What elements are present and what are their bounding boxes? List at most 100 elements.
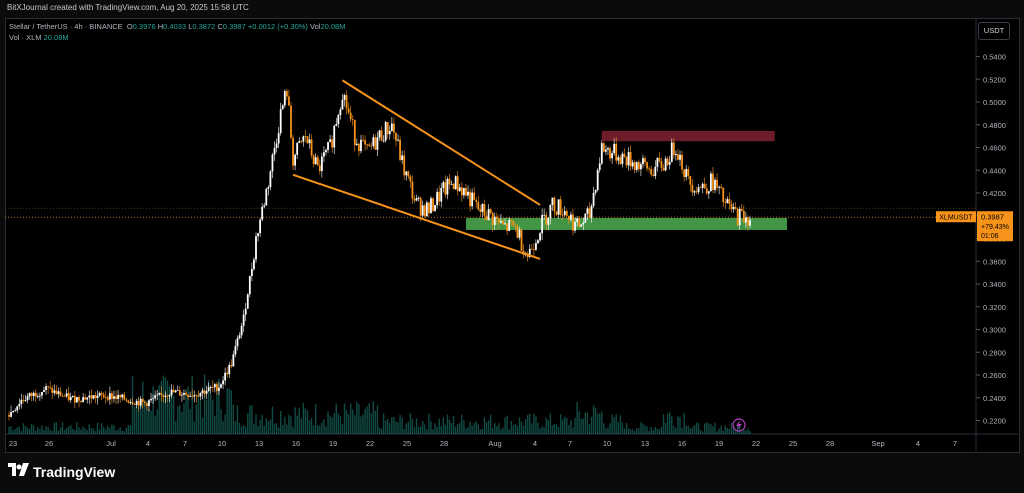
candle-body [288, 96, 290, 106]
volume-bar [356, 401, 358, 434]
volume-bar [226, 388, 228, 434]
candle-body [76, 397, 78, 403]
candle-body [640, 164, 642, 170]
volume-bar [88, 424, 90, 434]
candle-body [469, 191, 471, 207]
volume-bar [366, 406, 368, 434]
candle-body [584, 213, 587, 223]
candle-body [222, 380, 224, 385]
candle-body [146, 403, 148, 407]
volume-bar [109, 427, 111, 434]
volume-bar [290, 416, 292, 434]
candle-body [137, 400, 140, 406]
volume-bar [57, 430, 60, 434]
candle-body [425, 202, 428, 217]
volume-bar [461, 414, 463, 434]
volume-bar [389, 423, 391, 434]
volume-bar [405, 423, 407, 434]
candle-body [61, 395, 64, 397]
volume-bar [625, 423, 628, 434]
symbol-tag-bg [936, 211, 976, 223]
candle-body [347, 108, 350, 113]
candle-body [609, 148, 611, 159]
candle-body [722, 187, 725, 203]
candle-body [277, 133, 280, 144]
volume-bar [84, 428, 86, 434]
volume-bar [333, 413, 335, 434]
volume-bar [67, 426, 70, 434]
candle-body [263, 205, 266, 207]
candle-body [351, 119, 354, 120]
candle-body [201, 390, 204, 394]
ohlc-open: 0.3976 [132, 22, 156, 31]
volume-bar [16, 427, 18, 434]
time-tick-label: 4 [916, 439, 920, 448]
candle-body [714, 179, 716, 190]
volume-bar [277, 427, 280, 434]
volume-bar [481, 428, 484, 434]
candle-body [518, 229, 521, 238]
volume-bar [741, 431, 743, 434]
candle-body [51, 387, 54, 393]
volume-bar [280, 410, 282, 434]
volume-bar [648, 431, 650, 434]
volume-bar [117, 429, 119, 434]
volume-bar [331, 417, 333, 434]
volume-bar [492, 428, 494, 434]
channel-upper-trendline[interactable] [341, 79, 541, 206]
candle-body [726, 199, 729, 203]
volume-bar [627, 428, 630, 434]
candle-body [508, 220, 511, 231]
candle-body [257, 233, 259, 237]
volume-bar [205, 400, 208, 434]
support-zone[interactable] [465, 218, 788, 230]
candle-body [514, 225, 517, 227]
channel-lower-trendline[interactable] [292, 173, 541, 260]
price-tick-label: 0.4600 [983, 144, 1006, 153]
volume-bar [304, 408, 307, 434]
candle-body [405, 171, 408, 176]
candle-body [512, 220, 515, 226]
volume-bar [177, 406, 179, 434]
volume-bar [76, 422, 78, 434]
volume-bar [345, 409, 348, 434]
candle-body [232, 354, 235, 367]
volume-legend[interactable]: Vol · XLM 20.08M [9, 33, 69, 42]
volume-bar [695, 422, 698, 434]
candle-body [749, 220, 751, 226]
volume-bar [214, 415, 216, 434]
candle-body [98, 393, 101, 396]
candle-body [127, 400, 130, 403]
volume-bar [179, 404, 181, 434]
candle-body [652, 174, 655, 177]
lightning-icon[interactable] [732, 418, 746, 432]
volume-bar [712, 426, 714, 434]
candle-body [683, 169, 686, 177]
candle-body [430, 198, 432, 214]
currency-button[interactable]: USDT [978, 22, 1010, 40]
resistance-zone[interactable] [601, 131, 775, 142]
volume-bar [137, 398, 140, 434]
candle-body [325, 149, 327, 153]
candle-body [388, 130, 391, 135]
volume-bar [160, 380, 163, 434]
candle-body [672, 142, 675, 156]
candle-body [407, 171, 410, 177]
candle-body [403, 155, 406, 176]
volume-bar [454, 426, 457, 434]
candle-body [368, 144, 371, 146]
symbol-name[interactable]: Stellar / TetherUS · 4h · BINANCE [9, 22, 123, 31]
volume-bar [236, 405, 239, 434]
candle-body [448, 178, 451, 185]
candle-body [467, 191, 469, 196]
volume-bar [298, 407, 300, 434]
price-tag-bg [977, 211, 1013, 242]
volume-bar [728, 428, 731, 434]
volume-bar [557, 427, 560, 434]
volume-bar [37, 426, 39, 434]
candle-body [73, 395, 76, 403]
volume-bar [522, 425, 525, 434]
candle-body [642, 158, 644, 165]
candle-body [156, 394, 159, 396]
